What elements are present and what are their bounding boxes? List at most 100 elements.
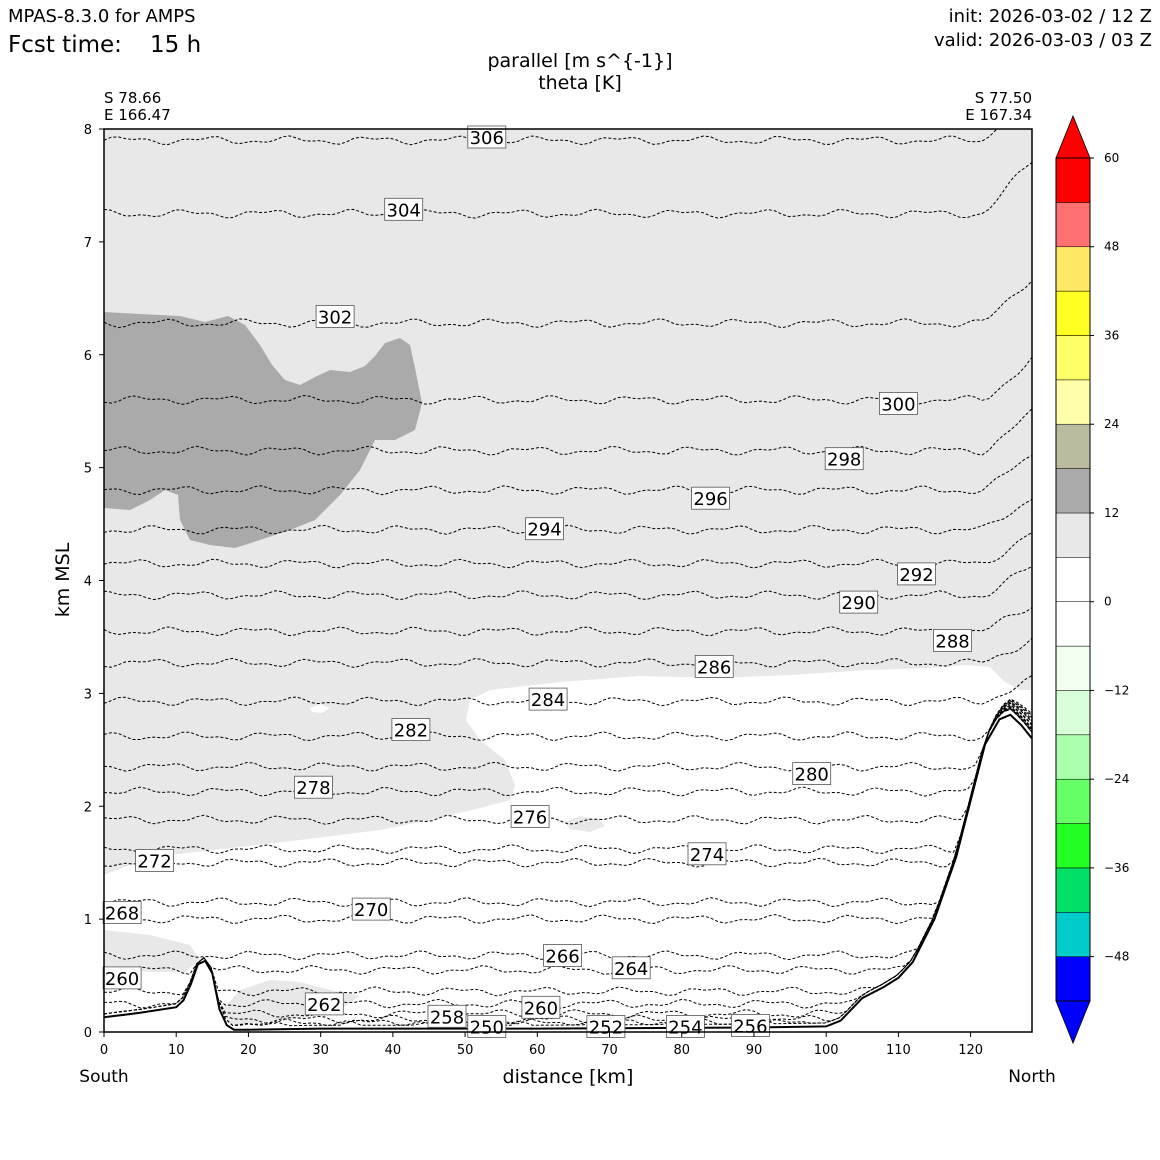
y-tick-label: 7 <box>84 236 92 251</box>
contour-label-box <box>351 897 391 921</box>
colorbar-segment <box>1055 956 1091 1002</box>
theta-contour-292 <box>104 532 1032 569</box>
contour-label-text: 276 <box>513 808 547 829</box>
contour-label-text: 250 <box>470 1018 504 1039</box>
shade-white-blob <box>310 704 330 713</box>
colorbar-segment <box>1055 557 1091 602</box>
colorbar-segment <box>1055 202 1091 248</box>
contour-label: 266 <box>543 944 582 967</box>
contour-label-text: 298 <box>827 450 861 471</box>
theta-contour-304 <box>104 162 1032 219</box>
contour-label-text: 270 <box>354 900 388 921</box>
theta-contour-298 <box>104 408 1032 456</box>
contour-label-text: 254 <box>668 1018 702 1039</box>
contour-label-box <box>293 775 333 799</box>
x-tick-label: 60 <box>529 1043 546 1058</box>
contour-label-box <box>839 590 879 614</box>
theta-contour-294 <box>104 499 1032 535</box>
plot-area <box>104 129 1032 1032</box>
theta-contour-278 <box>104 700 1032 797</box>
theta-contour-286 <box>104 637 1032 668</box>
x-tick-label: 30 <box>312 1043 329 1058</box>
theta-contour-280 <box>104 699 1032 772</box>
colorbar-segment <box>1055 468 1091 514</box>
x-axis-label: distance [km] <box>503 1066 634 1088</box>
colorbar-tick-label: 12 <box>1104 506 1119 520</box>
theta-contour-264 <box>104 706 1032 975</box>
fcst-label: Fcst time: <box>8 32 122 58</box>
contour-label-box <box>694 655 734 678</box>
left-lon: E 166.47 <box>104 106 171 124</box>
x-tick-label: 20 <box>240 1043 257 1058</box>
shade-dark-grey <box>104 312 422 548</box>
colorbar: 60 48 36 24 12 0 −12 −24 −36 −48 <box>1055 114 1129 1045</box>
theta-contour-262 <box>104 707 1032 997</box>
contour-label-box <box>731 1014 770 1037</box>
colorbar-segment <box>1055 423 1091 469</box>
theta-contour-268 <box>104 704 1032 925</box>
y-tick-label: 2 <box>84 800 92 815</box>
contour-label: 282 <box>391 718 431 742</box>
theta-contour-306 <box>104 129 998 146</box>
contour-label-text: 262 <box>307 995 341 1016</box>
contour-label: 268 <box>102 901 142 925</box>
x-tick-label: 120 <box>958 1043 983 1058</box>
contour-label-text: 278 <box>296 778 330 799</box>
x-tick-label: 90 <box>746 1043 763 1058</box>
colorbar-segment <box>1055 912 1091 957</box>
contour-label-box <box>933 629 972 652</box>
colorbar-tick-label: −48 <box>1104 950 1129 964</box>
contour-label: 258 <box>427 1004 467 1028</box>
contour-label: 306 <box>467 125 507 149</box>
contour-label-box <box>543 944 582 967</box>
contour-label-text: 286 <box>697 657 731 678</box>
colorbar-tick-label: −12 <box>1104 683 1129 697</box>
contour-label-box <box>687 842 727 866</box>
contour-label: 292 <box>897 562 936 586</box>
theta-contour-288 <box>104 607 1032 637</box>
colorbar-segment <box>1055 823 1091 869</box>
contour-label-text: 256 <box>733 1016 767 1037</box>
contour-label-box <box>691 486 730 510</box>
contour-label-text: 268 <box>105 904 139 925</box>
contour-label: 286 <box>694 655 734 678</box>
right-lon: E 167.34 <box>965 106 1032 124</box>
y-tick-label: 1 <box>84 913 92 928</box>
theta-contour-300 <box>104 356 1032 405</box>
theta-contour-274 <box>104 702 1032 855</box>
theta-contours <box>104 129 1032 1027</box>
contour-label-box <box>427 1004 467 1028</box>
north-label: North <box>1008 1067 1056 1087</box>
contour-label: 284 <box>528 687 568 711</box>
chart-title: parallel [m s^{-1}] <box>487 50 672 72</box>
contour-label: 276 <box>510 805 550 829</box>
fcst-value: 15 h <box>150 32 201 58</box>
contour-label-text: 264 <box>614 959 648 980</box>
contour-label: 278 <box>293 775 333 799</box>
shade-light-grey-lower <box>104 930 200 972</box>
contour-label-box <box>467 125 507 149</box>
x-tick-label: 0 <box>100 1043 108 1058</box>
contour-label-text: 288 <box>935 632 969 653</box>
colorbar-tick-label: −24 <box>1104 772 1129 786</box>
colorbar-segment <box>1055 246 1091 292</box>
contour-label: 294 <box>525 517 564 541</box>
y-axis: 0 1 2 3 4 5 6 7 8 <box>84 123 104 1041</box>
contour-label: 252 <box>586 1015 626 1039</box>
contour-label-box <box>135 849 175 872</box>
left-lat: S 78.66 <box>104 89 161 107</box>
colorbar-segment <box>1055 867 1091 913</box>
colorbar-over-arrow <box>1055 114 1091 159</box>
contour-label-text: 300 <box>881 394 915 415</box>
contour-label-text: 266 <box>545 946 579 967</box>
contour-label-text: 294 <box>527 520 561 541</box>
y-tick-label: 4 <box>84 575 92 590</box>
contour-label-text: 272 <box>137 852 171 873</box>
y-tick-label: 8 <box>84 123 92 138</box>
colorbar-tick-label: −36 <box>1104 861 1129 875</box>
contour-label-box <box>879 391 918 415</box>
contour-label: 264 <box>611 956 651 980</box>
colorbar-segment <box>1055 690 1091 736</box>
contour-label-box <box>824 447 864 471</box>
contour-label-text: 290 <box>842 593 876 614</box>
